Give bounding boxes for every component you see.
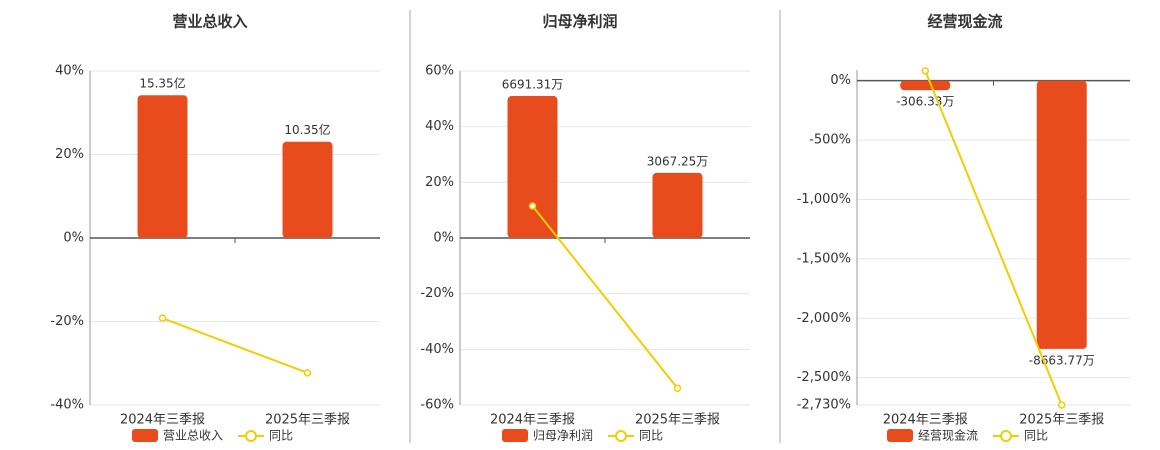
legend-swatch: [132, 429, 158, 442]
bar: [1036, 80, 1087, 349]
y-tick-label: 20%: [425, 175, 454, 190]
legend-swatch: [502, 429, 528, 442]
chart-title: 归母净利润: [542, 13, 617, 31]
y-tick-label: 20%: [55, 147, 84, 162]
y-tick-label: -40%: [50, 398, 84, 413]
value-label: 3067.25万: [647, 154, 709, 168]
line: [924, 70, 1063, 406]
chart-title: 营业总收入: [172, 13, 247, 31]
y-tick-label: -1,000%: [797, 192, 851, 207]
y-tick-label: -2,500%: [797, 370, 851, 385]
value-label: -306.33万: [896, 95, 954, 109]
legend-label: 经营现金流: [918, 428, 978, 443]
y-tick-label: -2,730%: [797, 398, 851, 413]
x-tick-label: 2024年三季报: [120, 413, 205, 428]
line: [531, 205, 679, 389]
x-tick-label: 2024年三季报: [883, 413, 968, 428]
legend-swatch: [1000, 430, 1012, 442]
legend-swatch: [887, 429, 913, 442]
legend-label: 归母净利润: [533, 429, 593, 443]
y-tick-label: -40%: [420, 342, 454, 357]
x-tick-label: 2025年三季报: [265, 413, 350, 428]
y-tick-label: -20%: [50, 314, 84, 329]
y-tick-label: -500%: [809, 133, 851, 148]
line: [162, 317, 308, 374]
bar: [137, 95, 188, 238]
legend-label: 营业总收入: [163, 429, 223, 443]
line-point: [1058, 401, 1066, 409]
bar: [652, 172, 703, 238]
y-tick-label: -60%: [420, 398, 454, 413]
y-tick-label: 0%: [63, 231, 84, 246]
legend-swatch: [245, 430, 257, 442]
legend-label: 同比: [1024, 429, 1048, 443]
bar: [507, 96, 558, 238]
line-point: [528, 202, 537, 210]
legend-label: 同比: [269, 429, 293, 443]
bar: [282, 141, 333, 238]
value-label: -8663.77万: [1029, 353, 1095, 367]
line-point: [921, 67, 929, 75]
line-point: [673, 384, 682, 393]
value-label: 10.35亿: [284, 122, 330, 137]
x-tick-label: 2025年三季报: [1019, 413, 1104, 428]
legend-label: 同比: [639, 429, 663, 443]
y-tick-label: 40%: [425, 119, 454, 134]
line-point: [303, 369, 312, 377]
y-tick-label: 0%: [830, 73, 851, 88]
chart-title: 经营现金流: [927, 13, 1002, 31]
y-tick-label: 60%: [425, 64, 454, 79]
x-tick-label: 2025年三季报: [635, 413, 720, 428]
y-tick-label: 40%: [55, 64, 84, 79]
line-point: [158, 314, 167, 322]
value-label: 15.35亿: [139, 76, 185, 91]
bar: [900, 80, 951, 91]
x-tick-label: 2024年三季报: [490, 413, 575, 428]
y-tick-label: 0%: [433, 231, 454, 246]
y-tick-label: -20%: [420, 286, 454, 301]
y-tick-label: -1,500%: [797, 251, 851, 266]
legend-swatch: [615, 430, 627, 442]
y-tick-label: -2,000%: [797, 311, 851, 326]
value-label: 6691.31万: [502, 78, 564, 92]
